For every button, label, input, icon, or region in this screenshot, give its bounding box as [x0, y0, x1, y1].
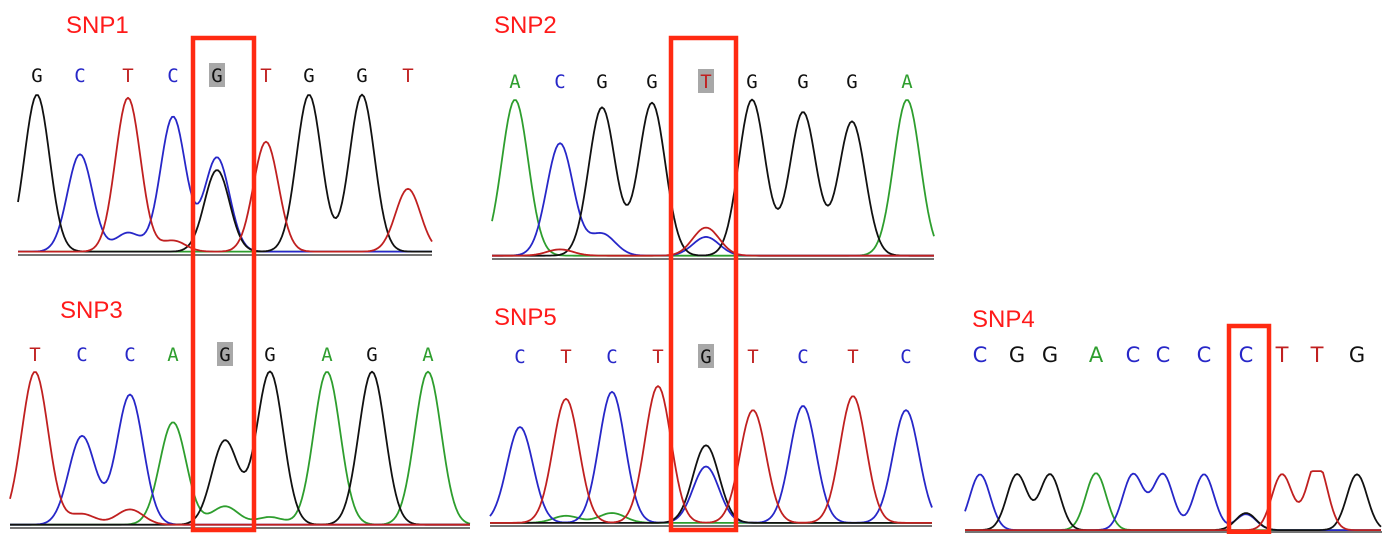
base-call-g: G	[211, 65, 222, 87]
base-call-g: G	[264, 344, 275, 366]
panel-snp5: SNP5 C T C T G T C T C	[489, 304, 933, 527]
base-call-c: C	[124, 344, 135, 366]
base-call-c: C	[74, 65, 85, 87]
base-call-c: C	[1126, 343, 1141, 367]
base-call-a: A	[509, 71, 521, 93]
panel-label-snp3: SNP3	[60, 297, 123, 324]
base-call-c: C	[1239, 343, 1254, 367]
trace-t	[18, 96, 433, 253]
base-call-g: G	[366, 344, 377, 366]
base-call-g: G	[1349, 343, 1365, 367]
highlighted-base-background	[217, 342, 233, 366]
base-call-t: T	[560, 346, 571, 368]
base-call-t: T	[1275, 343, 1289, 367]
panel-label-snp4: SNP4	[972, 306, 1035, 333]
panel-label-snp1: SNP1	[66, 12, 129, 39]
trace-t	[9, 371, 470, 526]
base-call-c: C	[606, 346, 617, 368]
base-call-g: G	[356, 65, 367, 87]
trace-c	[489, 390, 933, 524]
panel-snp3: SNP3 T C C A G G A G A	[9, 297, 471, 529]
base-call-c: C	[1156, 343, 1171, 367]
base-call-t: T	[260, 65, 271, 87]
base-call-c: C	[900, 346, 911, 368]
base-call-t: T	[747, 346, 758, 368]
base-call-g: G	[797, 71, 808, 93]
base-call-a: A	[167, 344, 179, 366]
trace-a	[965, 472, 1381, 531]
base-call-c: C	[973, 343, 988, 367]
highlighted-base-background	[209, 63, 225, 87]
base-call-g: G	[596, 71, 607, 93]
trace-a	[10, 370, 471, 526]
base-call-c: C	[514, 346, 525, 368]
panel-snp2: SNP2 A C G G T G G G A	[491, 12, 935, 260]
base-call-c: C	[167, 65, 178, 87]
traces-snp2	[491, 98, 935, 260]
snp-highlight-box-right	[1226, 323, 1272, 534]
panel-label-snp2: SNP2	[494, 12, 557, 39]
base-call-t: T	[29, 344, 40, 366]
base-call-c: C	[1197, 343, 1212, 367]
base-call-g: G	[846, 71, 857, 93]
base-call-g: G	[219, 344, 230, 366]
base-call-g: G	[746, 71, 757, 93]
trace-t	[965, 470, 1381, 531]
trace-g	[490, 444, 932, 524]
trace-t	[492, 226, 934, 257]
base-call-t: T	[847, 346, 858, 368]
base-call-g: G	[700, 346, 711, 368]
base-call-a: A	[422, 344, 434, 366]
base-call-t: T	[402, 65, 413, 87]
traces-snp1	[17, 93, 433, 256]
base-call-a: A	[1089, 343, 1104, 367]
highlighted-base-background	[698, 69, 714, 93]
base-call-g: G	[1009, 343, 1025, 367]
base-call-c: C	[554, 71, 565, 93]
trace-g	[10, 370, 470, 526]
base-call-g: G	[646, 71, 657, 93]
traces-snp4	[964, 470, 1382, 533]
snp-highlight-box-left	[190, 35, 257, 533]
base-call-t: T	[122, 65, 133, 87]
base-call-a: A	[901, 71, 913, 93]
snp-highlight-box-middle	[668, 35, 739, 533]
trace-g	[492, 98, 934, 257]
base-call-t: T	[700, 71, 711, 93]
base-call-c: C	[797, 346, 808, 368]
trace-c	[492, 142, 934, 257]
panel-label-snp5: SNP5	[494, 304, 557, 331]
trace-t	[490, 385, 932, 524]
trace-c	[964, 472, 1381, 531]
base-call-a: A	[321, 344, 333, 366]
trace-g	[965, 473, 1382, 531]
base-call-g: G	[31, 65, 42, 87]
base-call-g: G	[1042, 343, 1058, 367]
base-call-c: C	[76, 344, 87, 366]
base-call-g: G	[303, 65, 314, 87]
traces-snp3	[9, 370, 471, 529]
base-call-t: T	[652, 346, 663, 368]
traces-snp5	[489, 385, 933, 527]
panel-snp1: SNP1 G C T C G T G G T	[17, 12, 433, 256]
highlighted-base-background	[698, 344, 714, 368]
base-call-t: T	[1310, 343, 1324, 367]
